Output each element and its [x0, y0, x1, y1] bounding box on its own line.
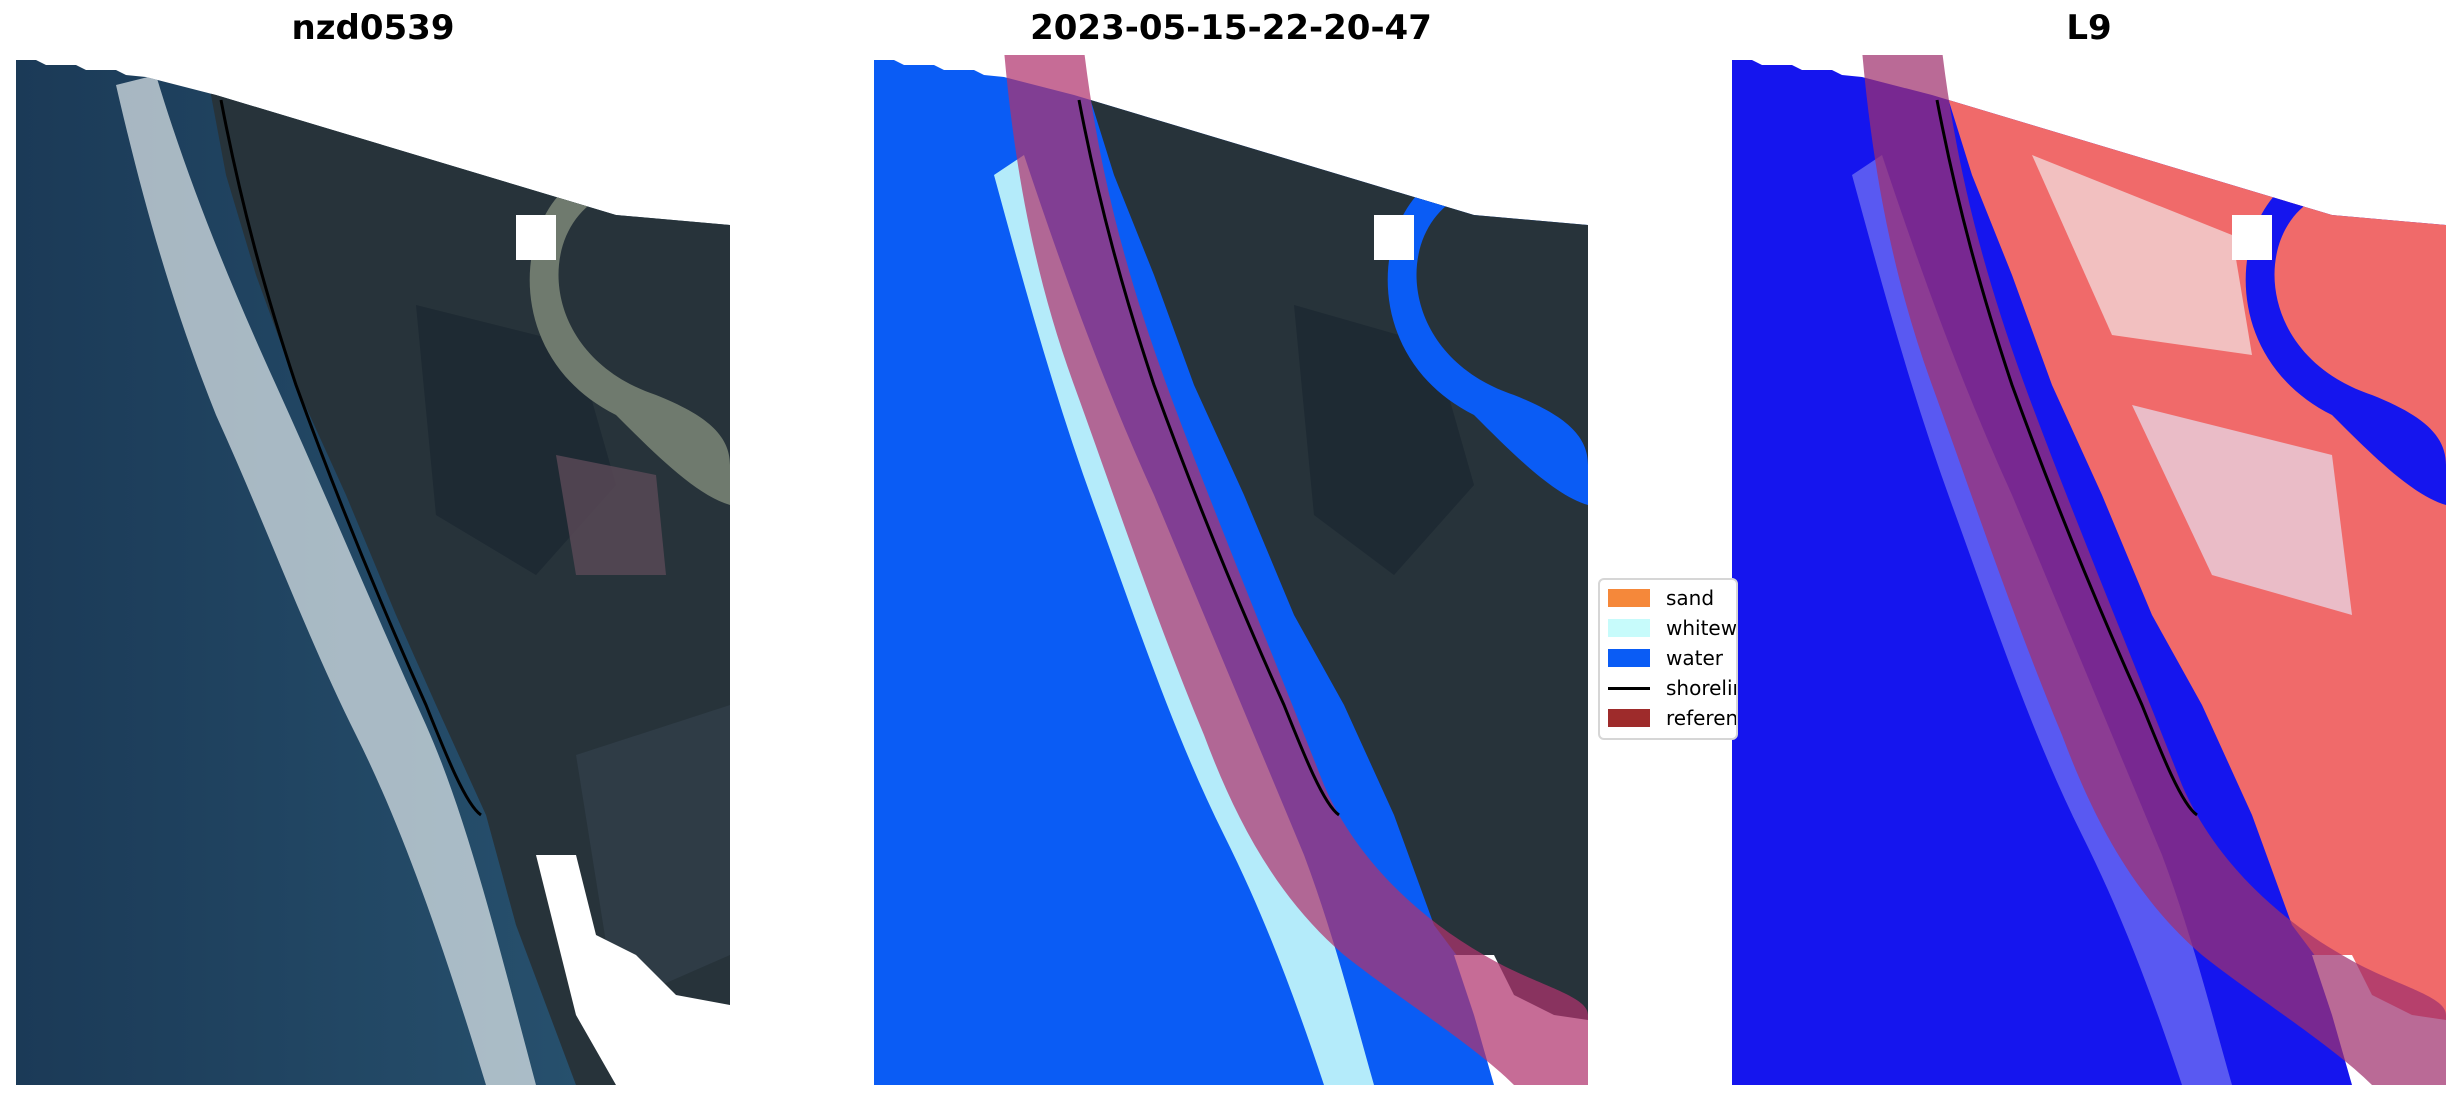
water-swatch — [1608, 649, 1650, 667]
mixed-index-patch — [2132, 405, 2352, 615]
high-index-land — [1932, 60, 2446, 1085]
river-low-index — [2245, 175, 2446, 505]
shoreline — [1077, 99, 1340, 817]
panel-title-classified: 2023-05-15-22-20-47 — [1030, 8, 1432, 48]
legend-item-reference-buffer: reference shoreline buffer — [1608, 706, 1738, 730]
shoreline-swatch — [1608, 686, 1650, 690]
legend: sand whitewater water shoreline referenc… — [1598, 578, 1738, 740]
nodata-corner — [536, 855, 730, 1085]
sand-swatch — [1608, 589, 1650, 607]
legend-label: sand — [1666, 586, 1715, 610]
legend-label: shoreline — [1666, 676, 1736, 700]
legend-label: water — [1666, 646, 1723, 670]
river-water-class — [1387, 175, 1588, 505]
reference-buffer-swatch — [1608, 709, 1650, 727]
legend-item-water: water — [1608, 646, 1723, 670]
reference-shoreline-buffer — [1862, 55, 2446, 1085]
legend-item-sand: sand — [1608, 586, 1714, 610]
legend-item-whitewater: whitewater — [1608, 616, 1738, 640]
shoreline — [219, 99, 482, 817]
field-patch — [576, 705, 730, 1005]
surf-zone — [116, 75, 536, 1085]
land-area — [1074, 60, 1588, 1085]
mixed-index-patch — [2032, 155, 2252, 355]
nodata-patch — [2232, 215, 2272, 260]
reference-shoreline-buffer — [1004, 55, 1588, 1085]
legend-label: whitewater — [1666, 616, 1738, 640]
panel-title-rgb: nzd0539 — [291, 8, 455, 48]
river — [529, 175, 730, 505]
whitewater-swatch — [1608, 619, 1650, 637]
panel-title-index: L9 — [2066, 8, 2112, 48]
legend-item-shoreline: shoreline — [1608, 676, 1736, 700]
classified-image-panel — [874, 55, 1588, 1085]
nodata-patch — [1374, 215, 1414, 260]
pink-field — [556, 455, 666, 575]
nodata-patch — [516, 215, 556, 260]
index-image-panel — [1732, 55, 2446, 1085]
shoreline — [1935, 99, 2198, 817]
rgb-image-panel — [16, 60, 730, 1085]
legend-label: reference shoreline buffer — [1666, 706, 1738, 730]
